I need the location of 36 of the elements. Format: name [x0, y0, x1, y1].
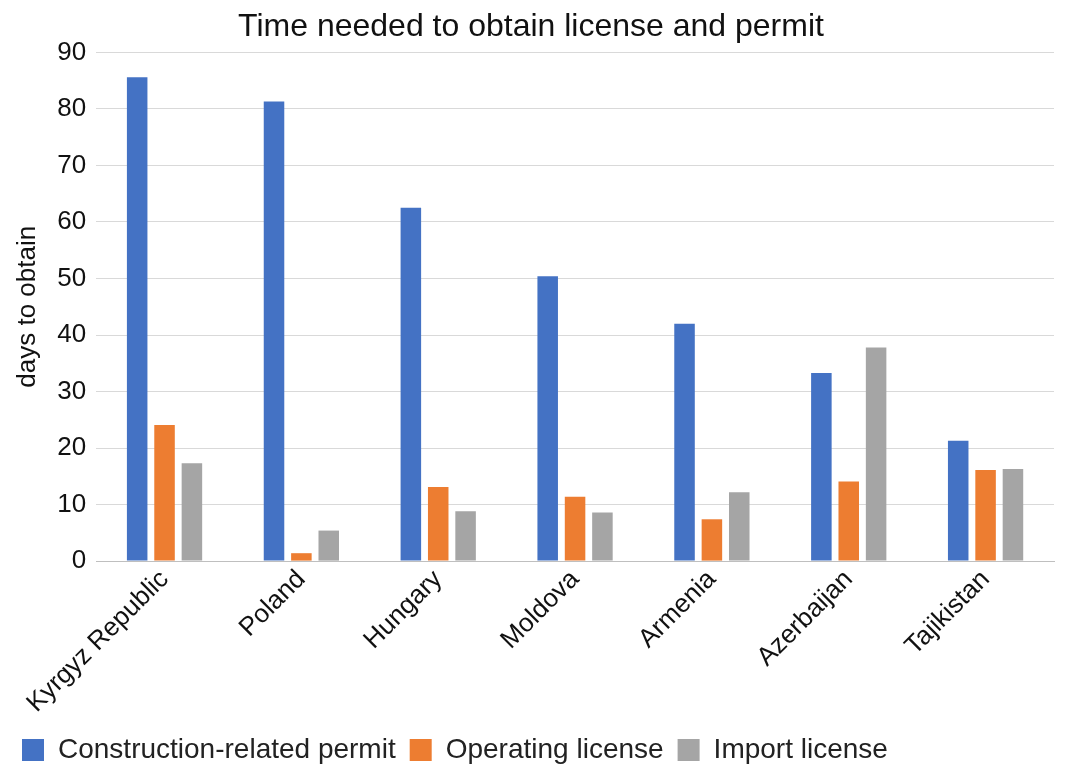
y-tick-label: 10: [57, 487, 87, 518]
legend-label: Construction-related permit: [58, 732, 396, 764]
y-tick-label: 0: [71, 544, 87, 575]
bar: [318, 530, 340, 561]
chart-title: Time needed to obtain license and permit: [238, 7, 825, 44]
bar: [291, 553, 312, 561]
bar: [674, 323, 695, 561]
bar: [592, 512, 613, 561]
y-tick-label: 90: [57, 35, 87, 66]
y-tick-label: 50: [57, 261, 87, 292]
legend-label: Operating license: [445, 732, 664, 764]
y-tick-label: 30: [57, 374, 87, 405]
y-tick-label: 20: [57, 431, 87, 462]
bar: [126, 77, 148, 561]
bar: [263, 101, 285, 561]
y-tick-label: 70: [57, 148, 87, 179]
y-tick-label: 40: [57, 318, 87, 349]
bar: [811, 372, 832, 561]
legend-label: Import license: [713, 732, 888, 764]
bar: [729, 492, 750, 561]
bar: [564, 496, 586, 561]
bar: [154, 424, 175, 561]
bar: [400, 207, 422, 561]
bar: [701, 519, 723, 561]
y-tick-label: 80: [57, 92, 87, 123]
y-tick-label: 60: [57, 205, 87, 236]
bar: [1002, 468, 1024, 561]
bar: [181, 463, 203, 561]
bar: [455, 511, 476, 561]
y-axis-title: days to obtain: [10, 225, 41, 388]
bar: [947, 440, 969, 561]
bar: [537, 276, 558, 561]
bar: [975, 470, 996, 561]
bar: [838, 481, 859, 561]
bar: [427, 487, 449, 561]
bar: [865, 347, 887, 561]
